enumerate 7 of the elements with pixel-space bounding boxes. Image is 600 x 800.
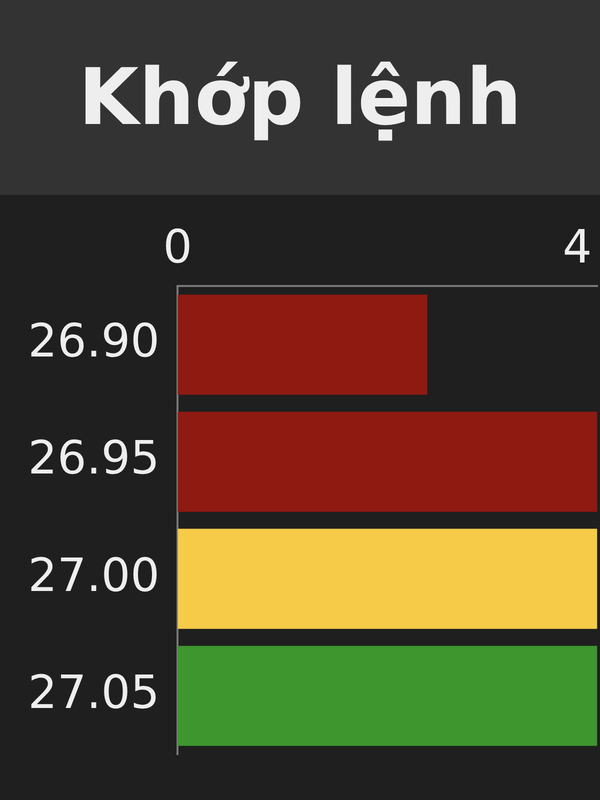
- y-tick-label: 27.05: [28, 664, 160, 719]
- x-tick-label: 4: [562, 220, 592, 274]
- chart-title: Khớp lệnh: [0, 0, 600, 195]
- y-tick-label: 26.95: [28, 430, 160, 485]
- y-tick-label: 27.00: [28, 548, 160, 602]
- y-tick-label: 26.90: [28, 314, 160, 368]
- x-tick-label: 0: [163, 220, 192, 274]
